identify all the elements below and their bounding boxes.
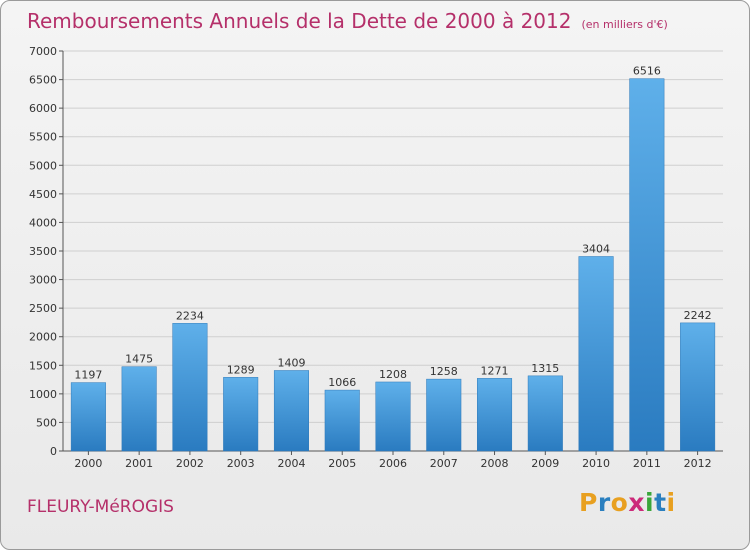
y-tick-label: 5000 <box>29 159 57 172</box>
logo-letter: r <box>597 488 611 517</box>
bar <box>477 378 513 452</box>
y-tick-label: 2000 <box>29 331 57 344</box>
y-tick-label: 3500 <box>29 245 57 258</box>
proxiti-logo: Proxiti <box>579 488 676 517</box>
x-tick-label: 2007 <box>430 457 458 470</box>
y-tick-label: 7000 <box>29 45 57 58</box>
y-tick-label: 1000 <box>29 388 57 401</box>
bar <box>426 378 462 452</box>
bar <box>375 381 411 452</box>
y-tick-label: 500 <box>36 416 57 429</box>
bar-value-label: 2234 <box>176 309 204 322</box>
chart-title-text: Remboursements Annuels de la Dette de 20… <box>27 9 572 33</box>
bar-value-label: 1208 <box>379 368 407 381</box>
y-tick-label: 4000 <box>29 216 57 229</box>
bar <box>629 78 665 452</box>
bar-value-label: 1066 <box>328 376 356 389</box>
x-tick-label: 2008 <box>481 457 509 470</box>
chart-unit: (en milliers d'€) <box>581 18 668 31</box>
x-tick-label: 2009 <box>531 457 559 470</box>
x-tick-label: 2011 <box>633 457 661 470</box>
bar-value-label: 1258 <box>430 365 458 378</box>
bar <box>172 323 208 452</box>
logo-letter: i <box>666 488 676 517</box>
bar-value-label: 1197 <box>74 369 102 382</box>
x-tick-label: 2001 <box>125 457 153 470</box>
bar-value-label: 1315 <box>531 362 559 375</box>
bar-value-label: 1475 <box>125 353 153 366</box>
bar-value-label: 6516 <box>633 65 661 78</box>
y-tick-label: 4500 <box>29 188 57 201</box>
x-tick-label: 2005 <box>328 457 356 470</box>
x-tick-label: 2003 <box>227 457 255 470</box>
y-tick-label: 6500 <box>29 74 57 87</box>
bar <box>121 366 157 452</box>
y-tick-label: 5500 <box>29 131 57 144</box>
y-tick-label: 2500 <box>29 302 57 315</box>
bar-value-label: 2242 <box>684 309 712 322</box>
bar-value-label: 1271 <box>481 364 509 377</box>
x-tick-label: 2012 <box>684 457 712 470</box>
bar-value-label: 1409 <box>277 356 305 369</box>
logo-letter: x <box>628 488 645 517</box>
chart-title: Remboursements Annuels de la Dette de 20… <box>27 9 668 33</box>
y-tick-label: 1500 <box>29 359 57 372</box>
town-name: FLEURY-MéROGIS <box>27 497 174 517</box>
bar <box>273 370 309 452</box>
bar <box>70 382 106 452</box>
x-tick-label: 2006 <box>379 457 407 470</box>
bar <box>223 377 259 452</box>
bar <box>680 322 716 452</box>
x-tick-label: 2004 <box>277 457 305 470</box>
y-tick-label: 0 <box>50 445 57 458</box>
x-tick-label: 2000 <box>74 457 102 470</box>
bar-value-label: 1289 <box>227 363 255 376</box>
bar-value-label: 3404 <box>582 242 610 255</box>
bar <box>527 375 563 452</box>
y-tick-label: 3000 <box>29 274 57 287</box>
bar <box>578 256 614 452</box>
logo-letter: i <box>645 488 655 517</box>
y-tick-label: 6000 <box>29 102 57 115</box>
x-tick-label: 2010 <box>582 457 610 470</box>
logo-letter: P <box>579 488 598 517</box>
logo-letter: o <box>610 488 629 517</box>
bar <box>324 389 360 452</box>
x-tick-label: 2002 <box>176 457 204 470</box>
logo-letter: t <box>654 488 667 517</box>
